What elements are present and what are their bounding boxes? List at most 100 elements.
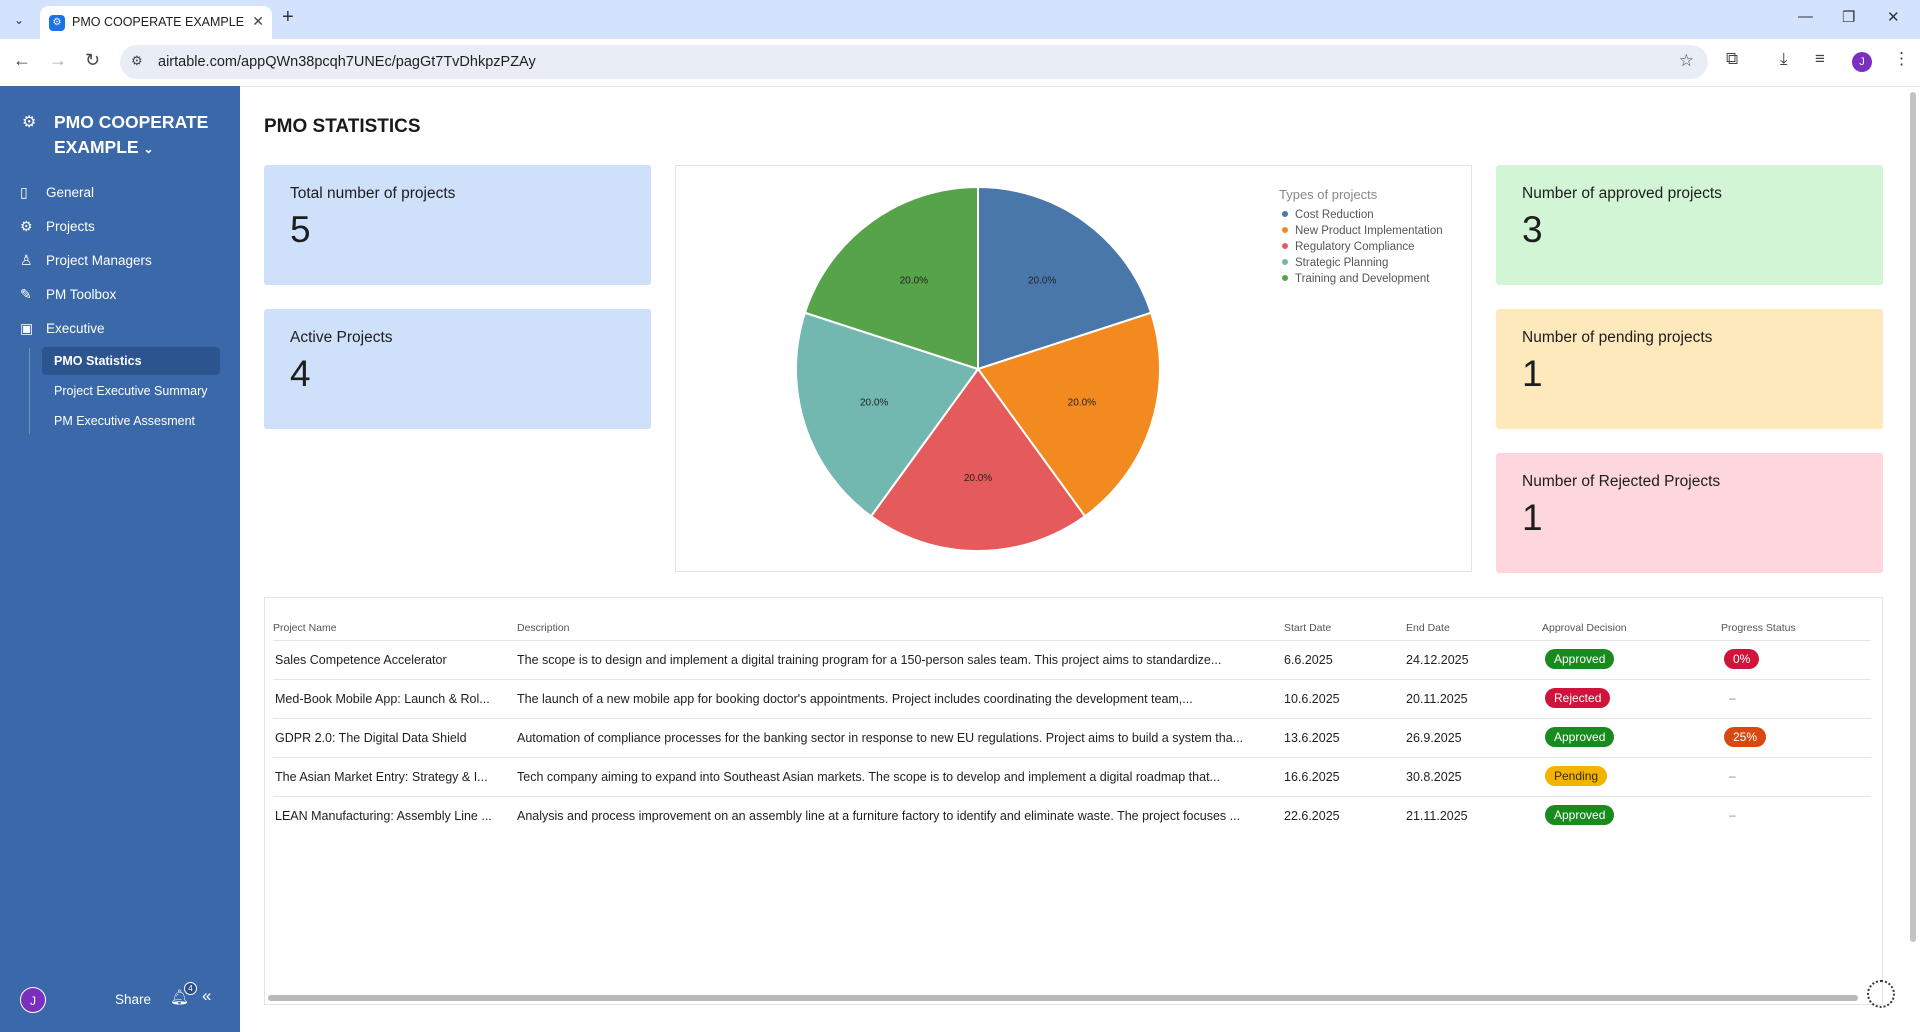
tab-close-icon[interactable]: ✕ xyxy=(252,13,264,29)
card-label: Total number of projects xyxy=(290,185,456,202)
app-name-text: PMO COOPERATE EXAMPLE xyxy=(54,112,209,157)
start-date-cell[interactable]: 22.6.2025 xyxy=(1284,809,1340,823)
collapse-sidebar-icon[interactable]: « xyxy=(202,986,212,1005)
new-tab-icon[interactable]: + xyxy=(282,6,294,28)
description-cell[interactable]: Automation of compliance processes for t… xyxy=(517,731,1244,745)
description-cell[interactable]: The scope is to design and implement a d… xyxy=(517,653,1222,667)
bookmark-star-icon[interactable]: ☆ xyxy=(1678,51,1694,70)
page-title: PMO STATISTICS xyxy=(264,116,421,137)
description-cell[interactable]: The launch of a new mobile app for booki… xyxy=(517,692,1193,706)
column-header-end-date[interactable]: End Date xyxy=(1406,622,1450,634)
reload-icon[interactable]: ↻ xyxy=(85,50,101,70)
approved-projects-card: Number of approved projects 3 xyxy=(1496,165,1883,285)
sidebar-item-project-managers[interactable]: ♙ Project Managers xyxy=(20,249,152,271)
minimize-icon[interactable]: — xyxy=(1798,8,1813,25)
table-row[interactable]: LEAN Manufacturing: Assembly Line ... Ana… xyxy=(273,796,1871,836)
column-header-approval-decision[interactable]: Approval Decision xyxy=(1542,622,1627,634)
end-date-cell[interactable]: 26.9.2025 xyxy=(1406,731,1462,745)
sidebar: ⚙ PMO COOPERATE EXAMPLE ⌄ ▯ General ⚙ Proj… xyxy=(0,86,240,1032)
browser-tab[interactable]: ⚙ PMO COOPERATE EXAMPLE - Airtable ✕ xyxy=(40,6,272,39)
media-control-icon[interactable]: ≡ xyxy=(1815,49,1825,68)
column-header-description[interactable]: Description xyxy=(517,622,570,634)
legend-swatch xyxy=(1282,243,1288,249)
table-row[interactable]: Sales Competence Accelerator The scope is… xyxy=(273,640,1871,680)
column-header-start-date[interactable]: Start Date xyxy=(1284,622,1332,634)
legend-item[interactable]: Training and Development xyxy=(1295,273,1430,285)
projects-table: Project Name Description Start Date End … xyxy=(264,597,1883,1005)
pie-slice[interactable] xyxy=(976,311,1161,518)
legend-item[interactable]: Strategic Planning xyxy=(1295,257,1388,269)
description-cell[interactable]: Tech company aiming to expand into South… xyxy=(517,770,1220,784)
pie-slice[interactable] xyxy=(803,185,979,371)
progress-status-empty: – xyxy=(1729,691,1736,705)
download-icon[interactable]: ⤓ xyxy=(1780,49,1788,68)
project-name-cell[interactable]: Med-Book Mobile App: Launch & Rol... xyxy=(275,692,490,706)
sidebar-item-projects[interactable]: ⚙ Projects xyxy=(20,215,95,237)
start-date-cell[interactable]: 13.6.2025 xyxy=(1284,731,1340,745)
end-date-cell[interactable]: 20.11.2025 xyxy=(1406,692,1468,706)
table-row[interactable]: The Asian Market Entry: Strategy & I... T… xyxy=(273,757,1871,797)
sidebar-item-label: General xyxy=(46,185,95,200)
table-row[interactable]: Med-Book Mobile App: Launch & Rol... The … xyxy=(273,679,1871,719)
card-label: Number of Rejected Projects xyxy=(1522,473,1721,490)
app-logo-icon: ⚙ xyxy=(22,114,37,131)
start-date-cell[interactable]: 10.6.2025 xyxy=(1284,692,1340,706)
end-date-cell[interactable]: 30.8.2025 xyxy=(1406,770,1462,784)
project-name-cell[interactable]: Sales Competence Accelerator xyxy=(275,653,447,667)
airtable-favicon-icon: ⚙ xyxy=(49,15,65,31)
sidebar-subitem-project-executive-summary[interactable]: Project Executive Summary xyxy=(54,384,208,398)
chevron-down-icon: ⌄ xyxy=(143,142,154,156)
tab-search-chevron-icon[interactable]: ⌄ xyxy=(13,13,25,27)
end-date-cell[interactable]: 21.11.2025 xyxy=(1406,809,1468,823)
forward-icon[interactable]: → xyxy=(49,50,67,70)
url-text[interactable]: airtable.com/appQWn38pcqh7UNEc/pagGt7TvD… xyxy=(158,54,536,70)
user-avatar[interactable]: J xyxy=(20,987,46,1013)
extensions-icon[interactable]: ⧉ xyxy=(1726,49,1739,68)
table-row[interactable]: GDPR 2.0: The Digital Data Shield Automat… xyxy=(273,718,1871,758)
sidebar-item-label: Project Managers xyxy=(46,253,152,268)
site-info-icon[interactable]: ⚙ xyxy=(131,53,143,68)
back-icon[interactable]: ← xyxy=(13,50,31,70)
address-bar[interactable]: ⚙ airtable.com/appQWn38pcqh7UNEc/pagGt7T… xyxy=(120,45,1708,79)
sidebar-subitem-pm-executive-assesment[interactable]: PM Executive Assesment xyxy=(54,414,196,428)
browser-menu-icon[interactable]: ⋮ xyxy=(1893,49,1910,68)
legend-item[interactable]: Cost Reduction xyxy=(1295,209,1374,221)
column-header-progress-status[interactable]: Progress Status xyxy=(1721,622,1796,634)
start-date-cell[interactable]: 16.6.2025 xyxy=(1284,770,1340,784)
share-button[interactable]: Share xyxy=(115,992,152,1007)
person-icon: ♙ xyxy=(20,252,33,268)
card-value: 1 xyxy=(1522,497,1543,538)
column-header-project-name[interactable]: Project Name xyxy=(273,622,337,634)
profile-avatar[interactable]: J xyxy=(1852,52,1872,72)
project-name-cell[interactable]: The Asian Market Entry: Strategy & I... xyxy=(275,770,488,784)
end-date-cell[interactable]: 24.12.2025 xyxy=(1406,653,1469,667)
legend-item[interactable]: New Product Implementation xyxy=(1295,225,1443,237)
restore-icon[interactable]: ❐ xyxy=(1842,9,1856,26)
sidebar-item-general[interactable]: ▯ General xyxy=(20,181,94,203)
slice-label: 20.0% xyxy=(900,276,928,287)
bell-icon[interactable]: 🔔︎ xyxy=(170,989,190,1006)
start-date-cell[interactable]: 6.6.2025 xyxy=(1284,653,1333,667)
legend-item[interactable]: Regulatory Compliance xyxy=(1295,241,1415,253)
pie-slice[interactable] xyxy=(977,185,1153,371)
approval-status-badge: Rejected xyxy=(1545,688,1611,708)
slice-label: 20.0% xyxy=(1068,398,1096,409)
app-name[interactable]: PMO COOPERATE EXAMPLE ⌄ xyxy=(54,110,234,162)
main-content: PMO STATISTICS Total number of projects … xyxy=(240,86,1920,1032)
description-cell[interactable]: Analysis and process improvement on an a… xyxy=(517,809,1241,823)
pie-slice[interactable] xyxy=(869,367,1087,552)
project-name-cell[interactable]: LEAN Manufacturing: Assembly Line ... xyxy=(275,809,492,823)
browser-tab-bar: ⌄ ⚙ PMO COOPERATE EXAMPLE - Airtable ✕ +… xyxy=(0,0,1920,39)
slice-label: 20.0% xyxy=(1028,276,1056,287)
sidebar-item-pm-toolbox[interactable]: ✎ PM Toolbox xyxy=(20,283,116,305)
sidebar-subitem-pmo-statistics[interactable]: PMO Statistics xyxy=(42,347,220,375)
browser-toolbar: ← → ↻ ⚙ airtable.com/appQWn38pcqh7UNEc/p… xyxy=(0,39,1920,87)
pending-projects-card: Number of pending projects 1 xyxy=(1496,309,1883,429)
project-name-cell[interactable]: GDPR 2.0: The Digital Data Shield xyxy=(275,731,467,745)
pie-slice[interactable] xyxy=(795,311,980,518)
horizontal-scrollbar[interactable] xyxy=(268,995,1858,1001)
progress-status-empty: – xyxy=(1729,808,1736,822)
sidebar-item-executive[interactable]: ▣ Executive xyxy=(20,317,105,339)
vertical-scrollbar[interactable] xyxy=(1910,92,1916,942)
window-close-icon[interactable]: ✕ xyxy=(1887,9,1900,26)
